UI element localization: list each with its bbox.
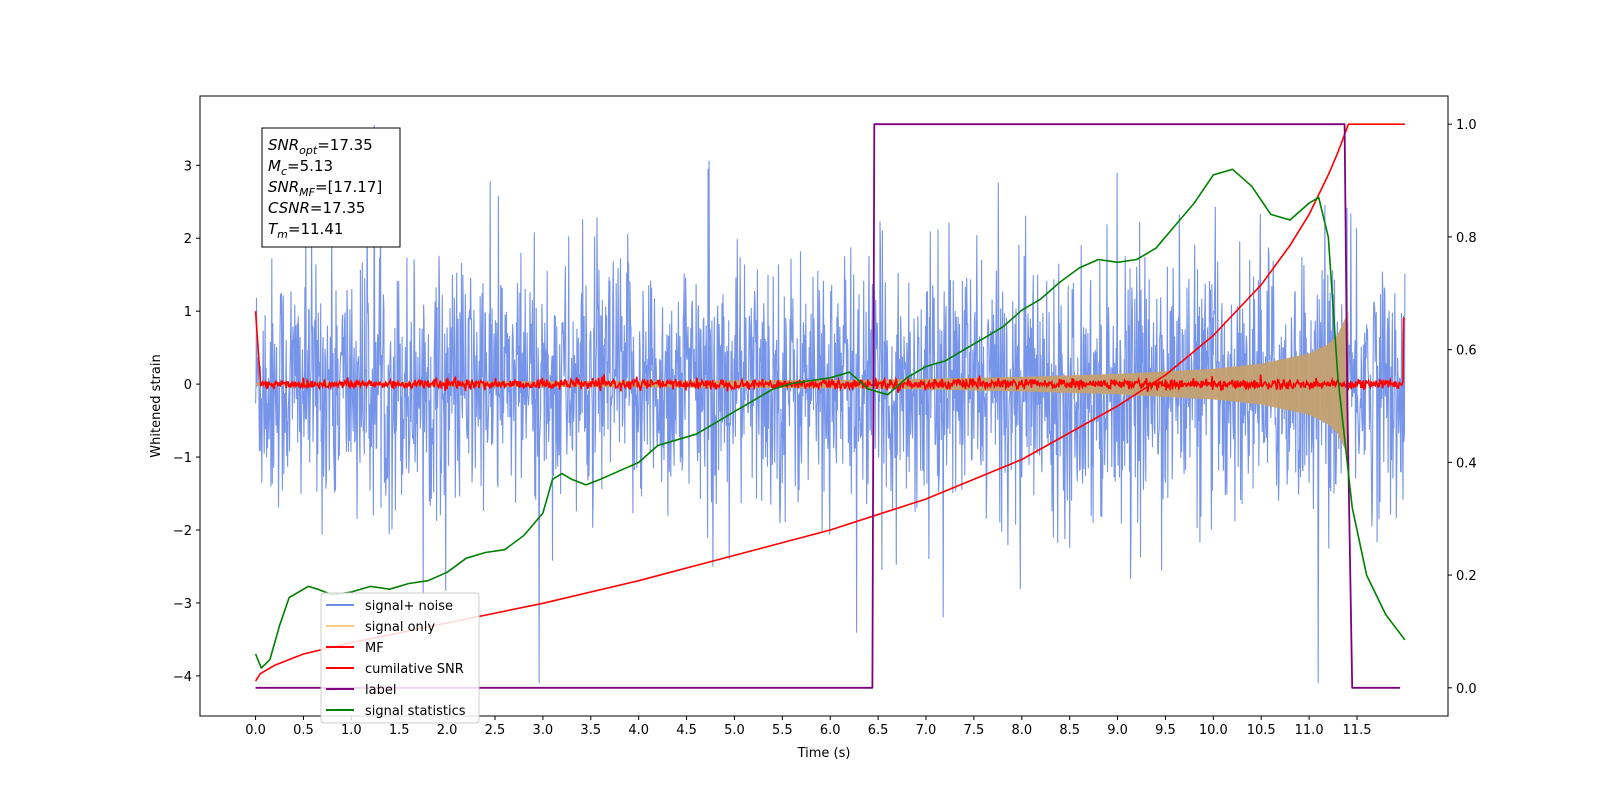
- annotation-line: SNRMF=[17.17]: [268, 178, 382, 199]
- y-tick-label: 3: [184, 159, 192, 174]
- x-tick-label: 7.5: [964, 723, 985, 738]
- x-tick-label: 9.0: [1107, 723, 1128, 738]
- x-tick-label: 7.0: [916, 723, 937, 738]
- x-tick-label: 4.0: [628, 723, 649, 738]
- x-tick-label: 6.0: [820, 723, 841, 738]
- y2-tick-label: 0.4: [1456, 456, 1477, 471]
- x-tick-label: 5.0: [724, 723, 745, 738]
- y-tick-label: 0: [184, 378, 192, 393]
- axes-frame: [199, 95, 1449, 717]
- legend-label: cumilative SNR: [365, 662, 464, 677]
- x-axis: 0.0 0.5 1.0 1.5 2.0 2.5 3.0 3.5 4.0 4.5 5.0 5.5 6.0 6…: [245, 716, 1371, 738]
- x-tick-label: 4.5: [676, 723, 697, 738]
- y-tick-label: −1: [173, 451, 192, 466]
- x-axis-label: Time (s): [797, 746, 851, 761]
- x-tick-label: 9.5: [1155, 723, 1176, 738]
- y2-tick-label: 0.2: [1456, 569, 1477, 584]
- y2-tick-label: 0.8: [1456, 231, 1477, 246]
- x-tick-label: 1.5: [389, 723, 410, 738]
- y2-tick-label: 0.6: [1456, 344, 1477, 359]
- series-signal-statistics: [254, 168, 1406, 669]
- legend-label: signal statistics: [365, 704, 466, 719]
- annotation-line: SNRopt=17.35: [268, 136, 373, 157]
- x-tick-label: 2.0: [437, 723, 458, 738]
- legend-label: label: [365, 683, 396, 698]
- legend-label: MF: [365, 641, 384, 656]
- x-tick-label: 8.5: [1059, 723, 1080, 738]
- legend-label: signal only: [365, 620, 435, 635]
- y-axis-right: 0.0 0.2 0.4 0.6 0.8 1.0: [1448, 118, 1477, 697]
- y-axis-left: −4 −3 −2 −1 0 1 2 3: [173, 159, 200, 685]
- x-tick-label: 10.0: [1199, 723, 1228, 738]
- x-tick-label: 8.0: [1011, 723, 1032, 738]
- series-label: [255, 123, 1401, 689]
- annotation-line: Tm=11.41: [268, 220, 343, 241]
- x-tick-label: 5.5: [772, 723, 793, 738]
- y-tick-label: −2: [173, 524, 192, 539]
- legend-label: signal+ noise: [365, 599, 453, 614]
- annotation-line: CSNR=17.35: [268, 199, 365, 217]
- y-tick-label: −3: [173, 597, 192, 612]
- y-tick-label: 1: [184, 305, 192, 320]
- y-axis-label: Whitened strain: [149, 354, 164, 457]
- annotation-box: SNRopt=17.35Mc=5.13SNRMF=[17.17]CSNR=17.…: [261, 127, 401, 248]
- legend-frame: [320, 592, 480, 724]
- y2-tick-label: 0.0: [1456, 682, 1477, 697]
- series-signal-noise: [255, 125, 1406, 684]
- x-tick-label: 3.5: [580, 723, 601, 738]
- y-tick-label: 2: [184, 232, 192, 247]
- x-tick-label: 0.0: [245, 723, 266, 738]
- x-tick-label: 11.0: [1295, 723, 1324, 738]
- x-tick-label: 0.5: [293, 723, 314, 738]
- y-tick-label: −4: [173, 670, 192, 685]
- x-tick-label: 10.5: [1247, 723, 1276, 738]
- x-tick-label: 2.5: [485, 723, 506, 738]
- legend: signal+ noise signal only MF cumilative SNR…: [320, 592, 480, 724]
- y2-tick-label: 1.0: [1456, 118, 1477, 133]
- x-tick-label: 6.5: [868, 723, 889, 738]
- series-mf: [254, 311, 1405, 393]
- annotation-line: Mc=5.13: [268, 157, 333, 178]
- annotation-frame: [261, 127, 401, 248]
- x-tick-label: 1.0: [341, 723, 362, 738]
- x-tick-label: 11.5: [1343, 723, 1372, 738]
- x-tick-label: 3.0: [533, 723, 554, 738]
